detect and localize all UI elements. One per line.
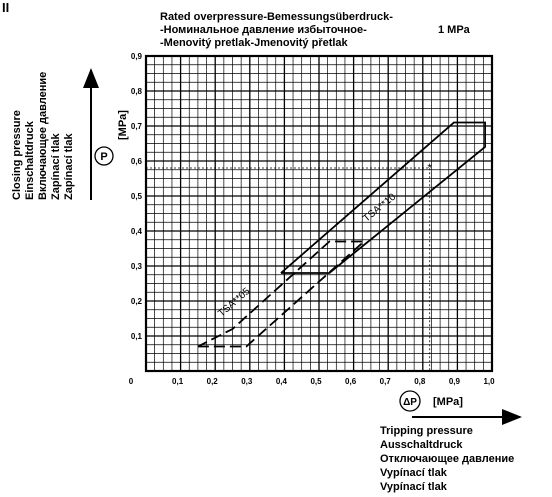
x-tick-label: 0,4 <box>276 377 288 386</box>
y-axis-symbol: P <box>100 151 107 163</box>
x-tick-label: 0,5 <box>310 377 322 386</box>
y-tick-label: 0,1 <box>131 332 143 341</box>
header-line: -Menovitý pretlak-Jmenovitý přetlak <box>160 37 349 49</box>
y-axis-label-block: Closing pressure Einschaltdruck Включающ… <box>11 68 129 200</box>
y-axis-label-line: Einschaltdruck <box>24 120 36 200</box>
x-axis-label-line: Ausschaltdruck <box>380 439 463 451</box>
x-tick-label: 0,1 <box>172 377 184 386</box>
header-line: Rated overpressure-Bemessungsüberdruck- <box>160 11 393 23</box>
x-axis-label-block: ΔP [MPa] Tripping pressure Ausschaltdruc… <box>380 390 522 493</box>
y-tick-label: 0,3 <box>131 262 143 271</box>
y-tick-label: 0,6 <box>131 157 143 166</box>
y-axis-label-line: Включающее давление <box>37 72 49 200</box>
header-block: Rated overpressure-Bemessungsüberdruck- … <box>160 11 471 49</box>
plot-frame <box>144 54 494 373</box>
x-tick-label: 1,0 <box>483 377 495 386</box>
y-axis-label-line: Zapínací tlak <box>50 132 62 200</box>
x-tick-label: 0,8 <box>414 377 426 386</box>
y-axis-symbol-circle <box>94 146 114 166</box>
x-tick-label: 0,9 <box>449 377 461 386</box>
y-tick-label: 0,8 <box>131 87 143 96</box>
x-axis-symbol: ΔP <box>403 397 417 408</box>
x-tick-label: 0,6 <box>345 377 357 386</box>
y-tick-label: 0,2 <box>131 297 143 306</box>
figure-marker: II <box>2 0 9 15</box>
y-axis-label-line: Zapínací tlak <box>63 132 75 200</box>
x-tick-label: 0 <box>129 377 134 386</box>
series-label: TSA**05 <box>216 286 252 320</box>
y-tick-label: 0,4 <box>131 227 143 236</box>
y-axis-unit: [MPa] <box>117 110 129 140</box>
y-axis-label-line: Closing pressure <box>11 110 23 200</box>
x-axis-symbol-circle <box>399 390 421 412</box>
x-tick-label: 0,3 <box>241 377 253 386</box>
y-tick-label: 0,5 <box>131 192 143 201</box>
x-axis-label-line: Vypínací tlak <box>380 467 448 479</box>
band-outline <box>197 240 367 348</box>
y-tick-label: 0,7 <box>131 122 143 131</box>
reference-marker: * <box>427 161 432 175</box>
plot-grid <box>144 54 494 373</box>
x-axis-label-line: Vypínací tlak <box>380 481 448 493</box>
x-tick-label: 0,2 <box>207 377 219 386</box>
header-value: 1 MPa <box>438 24 471 36</box>
header-line: -Номинальное давление избыточное- <box>160 24 367 36</box>
band-outline <box>280 121 486 274</box>
x-axis-label-line: Tripping pressure <box>380 425 473 437</box>
y-tick-label: 0,9 <box>131 52 143 61</box>
axis-ticks: 0 0,1 0,2 0,3 0,4 0,5 0,6 0,7 0,8 0,9 1,0 0,1 0,2 0,3… <box>129 52 495 386</box>
x-tick-label: 0,7 <box>380 377 392 386</box>
x-axis-unit: [MPa] <box>433 396 463 408</box>
x-axis-label-line: Отключающее давление <box>380 453 514 465</box>
